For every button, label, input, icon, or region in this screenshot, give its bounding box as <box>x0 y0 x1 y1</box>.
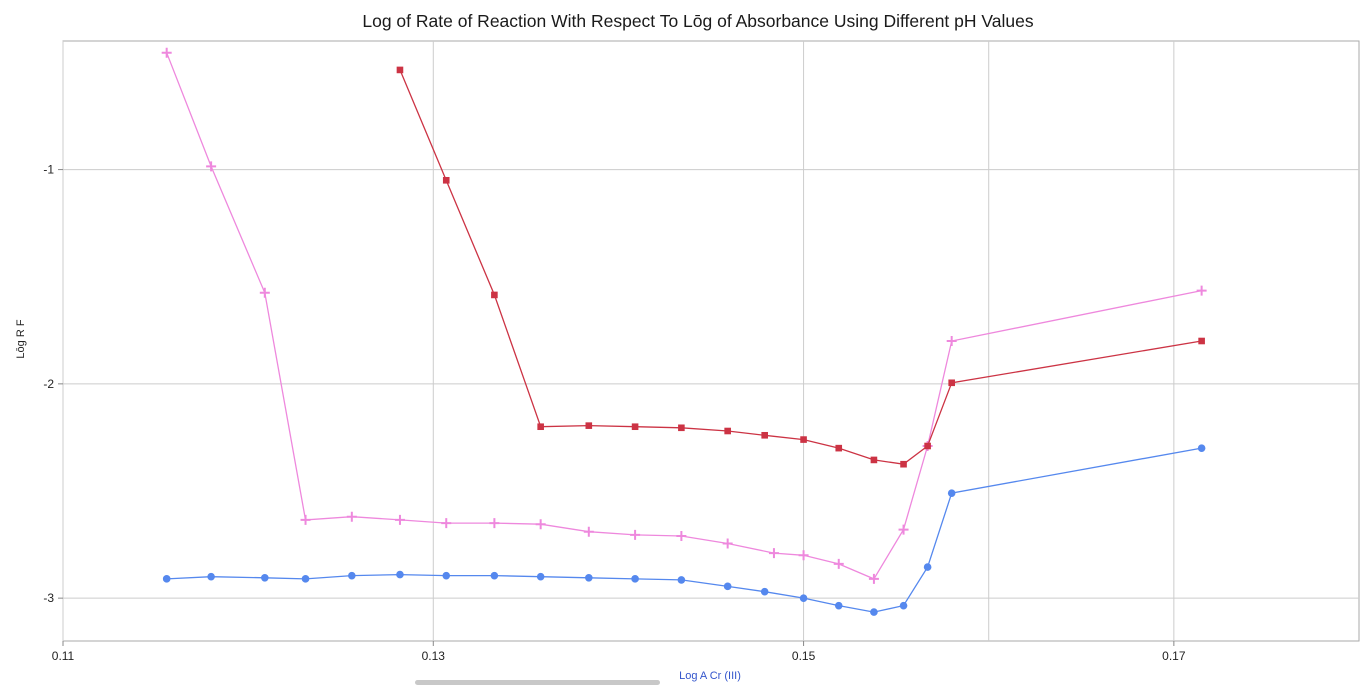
data-point <box>835 444 843 452</box>
data-point <box>394 514 405 525</box>
data-point <box>724 427 731 435</box>
data-point <box>396 570 404 579</box>
data-point <box>677 576 686 584</box>
data-point <box>162 575 171 583</box>
data-point <box>947 489 956 497</box>
data-point <box>1198 337 1205 345</box>
data-point <box>631 423 639 431</box>
data-point <box>583 526 594 537</box>
data-point <box>259 287 270 298</box>
data-point <box>396 66 404 74</box>
series-1 <box>161 47 1207 584</box>
data-point <box>799 594 808 602</box>
data-point <box>834 601 843 610</box>
data-point <box>676 531 687 541</box>
data-point <box>678 424 685 432</box>
data-point <box>630 529 641 540</box>
x-tick-label: 0.17 <box>1162 649 1186 663</box>
x-tick-label: 0.11 <box>52 649 75 663</box>
data-point <box>898 524 909 535</box>
data-point <box>946 336 957 346</box>
grid <box>62 41 1359 641</box>
axis-ticks: -1 -2 -3 0.11 0.13 0.15 0.17 <box>43 163 1186 663</box>
data-point <box>300 514 311 525</box>
data-point <box>924 442 931 450</box>
data-point <box>161 47 172 58</box>
series-layer <box>161 47 1207 616</box>
data-point <box>1196 285 1207 296</box>
data-point <box>489 518 500 529</box>
data-point <box>442 571 451 580</box>
data-point <box>535 519 546 530</box>
data-point <box>491 291 498 299</box>
data-point <box>1197 444 1206 452</box>
data-point <box>441 518 452 529</box>
data-point <box>833 558 844 569</box>
data-point <box>798 550 809 561</box>
data-point <box>207 572 215 581</box>
data-point <box>868 573 879 584</box>
data-point <box>537 423 544 431</box>
data-point <box>800 436 807 443</box>
data-point <box>346 511 357 522</box>
data-point <box>585 422 593 429</box>
data-point <box>900 460 907 468</box>
data-point <box>631 575 639 583</box>
data-point <box>948 379 955 387</box>
data-point <box>923 563 932 571</box>
y-axis-title: Lōg R F <box>15 319 27 358</box>
horizontal-scrollbar[interactable] <box>415 680 660 685</box>
x-axis-title: Log A Cr (III) <box>679 670 741 682</box>
data-point <box>722 538 733 549</box>
series-line <box>399 69 1202 465</box>
data-point <box>870 608 878 616</box>
data-point <box>585 573 593 582</box>
data-point <box>761 431 768 439</box>
data-point <box>301 575 310 583</box>
data-point <box>442 176 450 184</box>
data-point <box>723 582 732 591</box>
data-point <box>536 572 545 581</box>
x-tick-label: 0.13 <box>422 649 446 663</box>
series-3 <box>162 444 1206 616</box>
series-2 <box>396 66 1205 468</box>
y-tick-label: -2 <box>43 377 54 391</box>
plot-area <box>62 40 1360 642</box>
y-tick-label: -1 <box>43 163 54 177</box>
data-point <box>870 456 878 464</box>
x-tick-label: 0.15 <box>792 649 816 663</box>
chart-title: Log of Rate of Reaction With Respect To … <box>362 11 1034 31</box>
y-tick-label: -3 <box>43 591 54 605</box>
data-point <box>348 571 356 580</box>
data-point <box>261 573 269 582</box>
data-point <box>760 587 769 596</box>
data-point <box>490 571 499 580</box>
data-point <box>206 161 217 172</box>
data-point <box>768 548 779 559</box>
data-point <box>899 601 908 610</box>
